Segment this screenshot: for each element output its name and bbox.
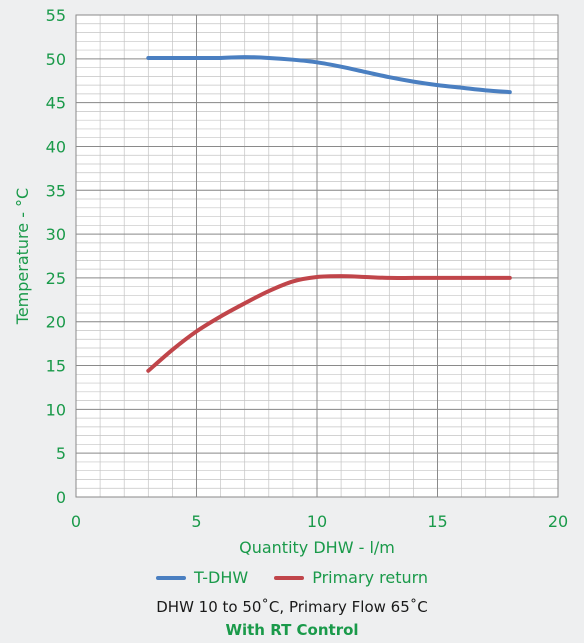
y-tick-label: 20 xyxy=(46,313,66,332)
chart-caption: DHW 10 to 50˚C, Primary Flow 65˚C xyxy=(156,598,428,616)
y-tick-label: 55 xyxy=(46,6,66,25)
x-tick-label: 10 xyxy=(307,512,327,531)
x-axis-title: Quantity DHW - l/m xyxy=(239,538,395,557)
plot-border xyxy=(75,14,559,498)
y-tick-label: 35 xyxy=(46,181,66,200)
legend-swatch-primary-return xyxy=(274,575,305,580)
legend-item-t-dhw: T-DHW xyxy=(155,568,249,587)
chart-subcaption: With RT Control xyxy=(225,621,359,639)
y-tick-label: 25 xyxy=(46,269,66,288)
y-tick-label: 10 xyxy=(46,400,66,419)
y-tick-label: 40 xyxy=(46,137,66,156)
chart: 0 5 10 15 20 0 5 10 15 20 25 30 35 40 45 50 55 Quantity… xyxy=(13,6,568,557)
legend-swatch-t-dhw xyxy=(155,575,186,580)
y-tick-label: 15 xyxy=(46,357,66,376)
x-tick-label: 15 xyxy=(427,512,447,531)
y-tick-label: 5 xyxy=(56,444,66,463)
legend-label-primary-return: Primary return xyxy=(312,568,429,587)
x-tick-label: 0 xyxy=(71,512,81,531)
x-tick-labels: 0 5 10 15 20 xyxy=(71,512,568,531)
y-axis-title: Temperature - °C xyxy=(13,188,32,325)
series-lines xyxy=(146,55,512,373)
series-line-primary-return xyxy=(146,274,512,373)
series-line-t-dhw xyxy=(146,55,512,95)
y-tick-label: 45 xyxy=(46,94,66,113)
x-tick-label: 20 xyxy=(548,512,568,531)
legend: T-DHW Primary return xyxy=(0,568,584,587)
legend-label-t-dhw: T-DHW xyxy=(193,568,249,587)
y-tick-label: 0 xyxy=(56,488,66,507)
legend-item-primary-return: Primary return xyxy=(274,568,428,587)
y-tick-labels: 0 5 10 15 20 25 30 35 40 45 50 55 xyxy=(46,6,66,507)
x-tick-label: 5 xyxy=(191,512,201,531)
y-tick-label: 50 xyxy=(46,50,66,69)
y-tick-label: 30 xyxy=(46,225,66,244)
